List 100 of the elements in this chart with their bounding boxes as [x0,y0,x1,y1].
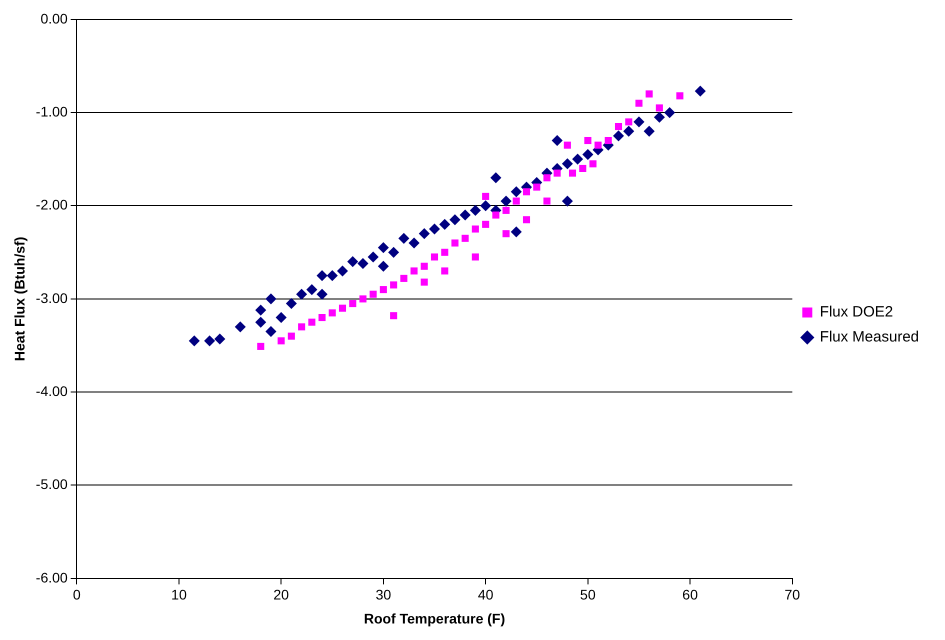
point [265,293,276,304]
y-tick-label: 0.00 [40,10,68,26]
point [337,265,348,276]
x-tick-label: 60 [682,586,698,603]
point [439,218,450,230]
point [522,216,530,224]
point [460,210,471,221]
point [543,174,550,182]
legend-label: Flux Measured [820,328,920,346]
point [694,86,706,97]
point [644,126,655,137]
point [429,224,440,235]
point [420,278,428,286]
y-tick-label: -1.00 [36,103,68,120]
point [378,260,389,272]
point [400,274,408,282]
x-tick-label: 20 [273,586,290,603]
point [296,288,308,300]
point [388,246,400,258]
point [288,332,295,340]
point [368,251,379,262]
point [562,196,573,207]
point [338,304,346,312]
point [613,130,624,142]
point [359,295,366,302]
point [326,270,338,282]
point [533,184,540,191]
y-tick-label: -6.00 [36,569,68,586]
point [584,136,592,144]
point [582,148,594,160]
point [430,253,438,261]
point [470,204,481,216]
point [398,232,410,244]
x-tick-label: 10 [171,586,187,603]
point [472,225,479,233]
point [664,107,676,118]
y-tick-label: -2.00 [36,196,68,213]
x-tick-label: 40 [478,586,494,603]
point [552,135,563,146]
y-tick-label: -4.00 [36,382,68,399]
point [257,342,264,350]
y-tick-label: -3.00 [36,290,68,306]
point [308,318,316,326]
point [410,267,418,274]
point [502,230,510,238]
point [543,198,550,205]
point [347,256,358,268]
point [522,188,530,196]
point [579,164,586,172]
y-tick-label: -5.00 [36,476,68,492]
point [633,116,644,128]
point [408,238,420,248]
x-tick-label: 0 [72,586,81,603]
point [589,160,596,168]
point [554,170,561,177]
point [286,298,297,310]
point [594,142,602,149]
point [564,142,571,149]
point [500,196,512,207]
point [512,198,520,205]
point [234,321,246,332]
point [623,126,634,137]
point [214,333,226,344]
x-tick-label: 50 [580,586,596,603]
point [420,262,428,270]
point [316,270,328,282]
point [357,258,368,269]
point [646,90,653,98]
point [378,242,389,254]
point [654,112,665,123]
point [390,281,398,288]
point [441,248,448,256]
point [604,136,612,144]
point [462,234,469,242]
point [318,314,326,322]
point [441,267,448,274]
x-axis-title: Roof Temperature (F) [364,610,506,626]
point [451,239,458,247]
point [316,288,328,300]
point [482,192,490,200]
point [510,186,522,198]
point [510,226,522,238]
point [188,335,200,346]
point [614,123,622,130]
point [255,304,266,316]
point [265,326,276,338]
point [418,228,430,240]
point [255,316,266,328]
point [568,170,576,177]
point [328,309,336,316]
x-tick-label: 30 [376,586,392,603]
point [370,290,377,298]
legend-label: Flux DOE2 [820,304,894,321]
point [492,212,500,219]
point [204,335,216,346]
point [676,92,684,100]
point [278,337,285,344]
point [472,253,479,261]
point [625,118,632,126]
point [349,300,356,308]
